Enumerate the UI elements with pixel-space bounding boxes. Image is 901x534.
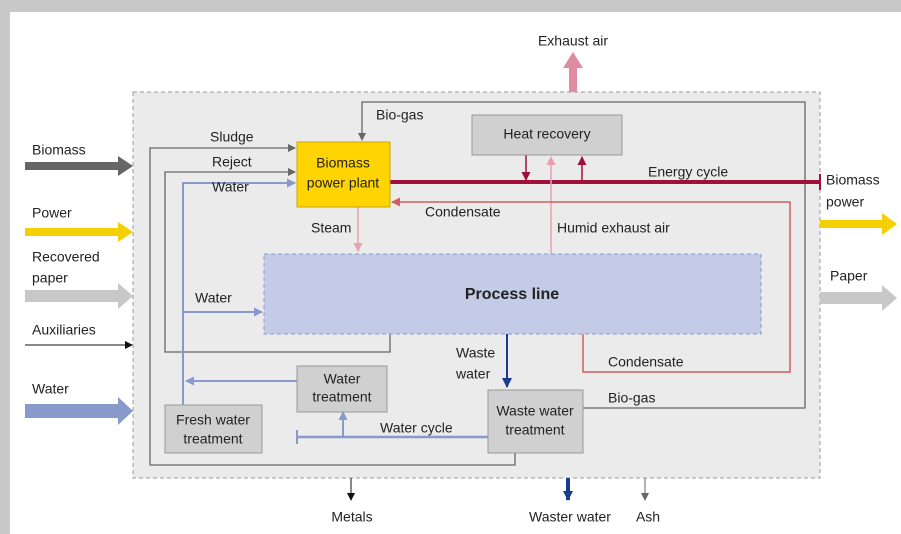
waste-water-treatment-box	[487, 389, 584, 454]
flow-label: Reject	[212, 154, 252, 170]
flow-label: Water	[212, 179, 249, 195]
flow-label: Steam	[311, 220, 351, 236]
heat-recovery-box	[471, 114, 623, 156]
flow-label: Condensate	[608, 354, 684, 370]
box-label: Water	[324, 371, 361, 387]
output-label: Paper	[830, 268, 868, 284]
flow-label: Water cycle	[380, 420, 453, 436]
box-label: Waste water	[496, 403, 574, 419]
flow-label: Sludge	[210, 129, 254, 145]
water-treatment-box	[296, 365, 388, 413]
box-label: treatment	[312, 389, 371, 405]
flow-label: water	[455, 366, 491, 382]
flow-label: Condensate	[425, 204, 501, 220]
output-label: power	[826, 194, 864, 210]
flow-lines	[149, 101, 821, 466]
box-label: power plant	[307, 175, 379, 191]
fresh-water-treatment-box	[164, 404, 263, 454]
box-label: Process line	[465, 286, 559, 303]
box-label: Fresh water	[176, 412, 250, 428]
box-label: Heat recovery	[503, 126, 590, 142]
output-label: Ash	[636, 509, 660, 525]
flow-label: Humid exhaust air	[557, 220, 670, 236]
input-label: paper	[32, 270, 68, 286]
flow-label: Bio-gas	[376, 107, 423, 123]
flow-label: Energy cycle	[648, 164, 728, 180]
process-line-box	[263, 253, 762, 335]
input-label: Auxiliaries	[32, 322, 96, 338]
box-label: Biomass	[316, 155, 370, 171]
box-label: treatment	[183, 431, 242, 447]
box-label: treatment	[505, 422, 564, 438]
input-label: Biomass	[32, 142, 86, 158]
input-arrows	[25, 52, 897, 501]
flow-label: Water	[195, 290, 232, 306]
flow-label: Waste	[456, 345, 495, 361]
output-label: Waster water	[529, 509, 611, 525]
input-label: Power	[32, 205, 72, 221]
flow-label: Bio-gas	[608, 390, 655, 406]
output-label: Metals	[331, 509, 372, 525]
output-label: Biomass	[826, 172, 880, 188]
input-label: Recovered	[32, 249, 100, 265]
output-label: Exhaust air	[538, 33, 608, 49]
power-plant-box	[296, 141, 391, 208]
input-label: Water	[32, 381, 69, 397]
